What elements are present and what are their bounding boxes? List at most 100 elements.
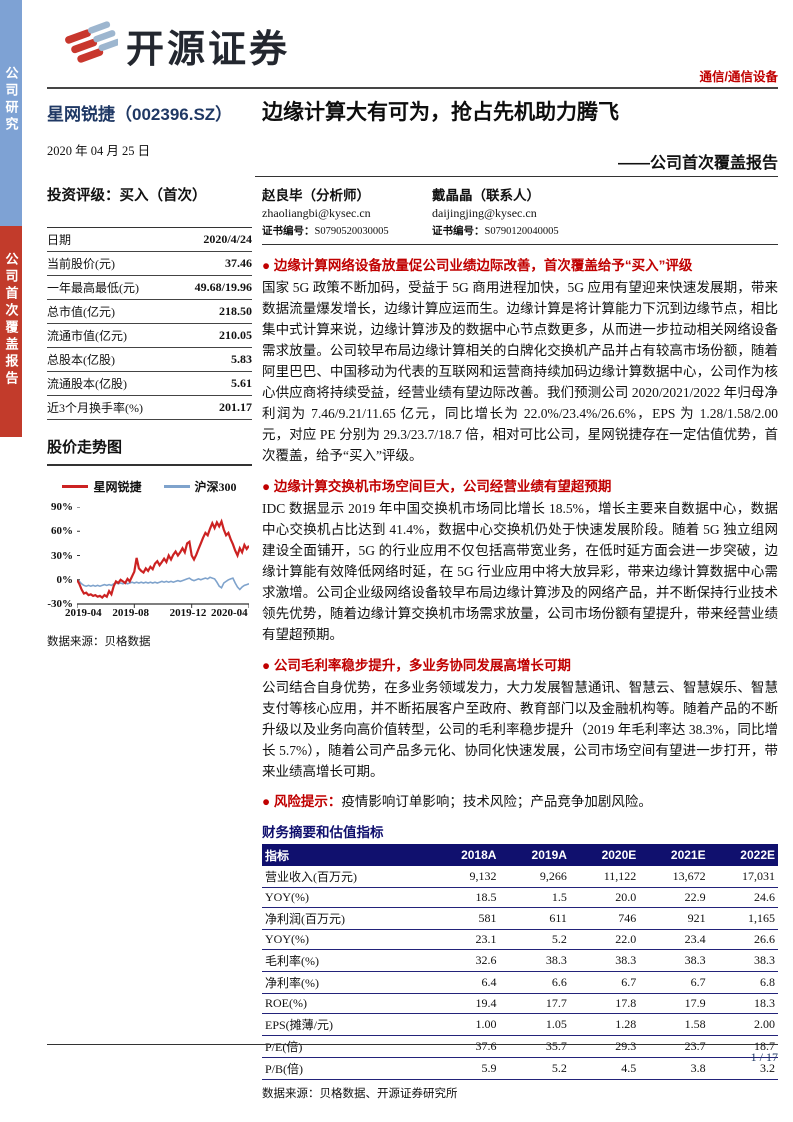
stat-label: 总市值(亿元) xyxy=(47,305,115,319)
fin-col-header: 2018A xyxy=(428,844,500,866)
fin-value: 6.7 xyxy=(639,971,709,994)
financial-summary-title: 财务摘要和估值指标 xyxy=(262,825,384,840)
fin-value: 37.6 xyxy=(428,1035,500,1058)
section-2-body: IDC 数据显示 2019 年中国交换机市场同比增长 18.5%，增长主要来自数… xyxy=(262,501,778,642)
stat-row: 近3个月换手率(%) 201.17 xyxy=(47,396,252,420)
chart-source: 数据来源：贝格数据 xyxy=(47,636,151,648)
fin-value: 6.8 xyxy=(708,971,778,994)
brand-name: 开源证券 xyxy=(126,28,291,71)
section-1-heading: ● 边缘计算网络设备放量促公司业绩边际改善，首次覆盖给予“买入”评级 xyxy=(262,258,693,273)
x-tick-label: 2019-04 xyxy=(65,607,102,619)
fin-value: 6.4 xyxy=(428,971,500,994)
fin-value: 1,165 xyxy=(708,907,778,930)
investment-rating: 投资评级：买入（首次） xyxy=(47,188,207,204)
legend-item-company: 星网锐捷 xyxy=(62,478,142,495)
fin-value: 3.8 xyxy=(639,1057,709,1080)
analyst-cert: 证书编号：S0790520030005 xyxy=(262,223,432,238)
stat-label: 总股本(亿股) xyxy=(47,353,115,367)
fin-value: 1.00 xyxy=(428,1013,500,1036)
x-tick-label: 2019-08 xyxy=(112,607,149,619)
fin-value: 1.05 xyxy=(499,1013,570,1036)
fin-metric: YOY(%) xyxy=(262,929,429,950)
legend-line-red xyxy=(62,485,89,488)
stat-label: 近3个月换手率(%) xyxy=(47,401,143,415)
fin-value: 17.9 xyxy=(639,993,709,1014)
analysts-divider xyxy=(262,244,778,245)
fin-value: 13,672 xyxy=(639,866,709,888)
page-number: 1 / 17 xyxy=(750,1050,778,1064)
stat-value: 218.50 xyxy=(219,304,252,318)
fin-value: 6.7 xyxy=(569,971,640,994)
cert-number: S0790120040005 xyxy=(484,226,559,237)
fin-value: 23.7 xyxy=(639,1035,709,1058)
risk-note: ● 风险提示：疫情影响订单影响；技术风险；产品竞争加剧风险。 xyxy=(262,792,778,812)
fin-row: 营业收入(百万元) 9,132 9,266 11,122 13,672 17,031 xyxy=(262,866,778,888)
fin-value: 38.3 xyxy=(499,949,570,972)
fin-value: 921 xyxy=(639,907,709,930)
fin-value: 611 xyxy=(499,907,570,930)
fin-metric: 营业收入(百万元) xyxy=(262,866,429,888)
stat-row: 总市值(亿元) 218.50 xyxy=(47,300,252,324)
stat-value: 2020/4/24 xyxy=(203,232,252,246)
fin-value: 17,031 xyxy=(708,866,778,888)
y-tick-label: 60% xyxy=(51,525,73,538)
price-chart: 90% 60% 30% 0% -30% 2019-04 2019-08 2019-12 202… xyxy=(47,501,252,623)
section-2-heading: ● 边缘计算交换机市场空间巨大，公司经营业绩有望超预期 xyxy=(262,479,612,494)
fin-col-header: 2019A xyxy=(499,844,570,866)
analysts-block: 赵良毕（分析师） zhaoliangbi@kysec.cn 证书编号：S0790… xyxy=(262,184,778,238)
fin-value: 23.4 xyxy=(639,929,709,950)
chart-title: 股价走势图 xyxy=(47,436,252,466)
report-subtitle: ——公司首次覆盖报告 xyxy=(617,155,778,172)
x-tick-label: 2020-04 xyxy=(211,607,248,619)
y-tick-label: -30% xyxy=(47,598,73,610)
stat-label: 当前股价(元) xyxy=(47,257,115,271)
left-column: 投资评级：买入（首次） 日期 2020/4/24 当前股价(元) 37.46 一年最高最… xyxy=(47,184,252,649)
legend-label-index: 沪深300 xyxy=(194,480,237,494)
fin-value: 35.7 xyxy=(499,1035,570,1058)
stat-label: 一年最高最低(元) xyxy=(47,281,139,295)
fin-value: 17.7 xyxy=(499,993,570,1014)
legend-line-blue xyxy=(163,485,190,488)
fin-value: 5.2 xyxy=(499,1057,570,1080)
fin-metric: EPS(摊薄/元) xyxy=(262,1013,429,1036)
cert-label: 证书编号： xyxy=(432,225,485,237)
fin-value: 3.2 xyxy=(708,1057,778,1080)
fin-metric: P/B(倍) xyxy=(262,1057,429,1080)
fin-metric: 毛利率(%) xyxy=(262,949,429,972)
fin-col-header: 2021E xyxy=(639,844,709,866)
section-3-body: 公司结合自身优势，在多业务领域发力，大力发展智慧通讯、智慧云、智慧娱乐、智慧支付… xyxy=(262,680,778,779)
analyst-name: 戴晶晶（联系人） xyxy=(432,188,540,203)
legend-label-company: 星网锐捷 xyxy=(93,480,142,494)
footer-divider xyxy=(47,1044,778,1045)
y-tick-label: 30% xyxy=(51,549,73,562)
fin-col-header: 2020E xyxy=(569,844,640,866)
financial-table-header: 指标 2018A 2019A 2020E 2021E 2022E xyxy=(262,844,778,866)
key-stats-table: 日期 2020/4/24 当前股价(元) 37.46 一年最高最低(元) 49.68/19… xyxy=(47,227,252,420)
fin-row: P/E(倍) 37.6 35.7 29.3 23.7 18.7 xyxy=(262,1035,778,1058)
fin-value: 38.3 xyxy=(569,949,640,972)
fin-value: 23.1 xyxy=(428,929,500,950)
fin-row: EPS(摊薄/元) 1.00 1.05 1.28 1.58 2.00 xyxy=(262,1013,778,1036)
sidebar-coverage-label: 公司首次覆盖报告 xyxy=(3,252,19,388)
financial-table-source: 数据来源：贝格数据、开源证券研究所 xyxy=(262,1088,458,1100)
fin-value: 5.2 xyxy=(499,929,570,950)
report-date: 2020 年 04 月 25 日 xyxy=(47,144,151,158)
fin-value: 17.8 xyxy=(569,993,640,1014)
fin-metric: ROE(%) xyxy=(262,993,429,1014)
cert-number: S0790520030005 xyxy=(314,226,389,237)
chart-legend: 星网锐捷 沪深300 xyxy=(47,478,252,495)
risk-text: 疫情影响订单影响；技术风险；产品竞争加剧风险。 xyxy=(341,794,652,809)
fin-value: 581 xyxy=(428,907,500,930)
analyst-contact: 戴晶晶（联系人） daijingjing@kysec.cn 证书编号：S0790… xyxy=(432,184,602,238)
fin-row: 净利率(%) 6.4 6.6 6.7 6.7 6.8 xyxy=(262,971,778,994)
stat-row: 当前股价(元) 37.46 xyxy=(47,252,252,276)
fin-value: 2.00 xyxy=(708,1013,778,1036)
sector-label: 通信/通信设备 xyxy=(699,70,778,84)
analyst-email[interactable]: daijingjing@kysec.cn xyxy=(432,206,537,220)
stat-label: 流通股本(亿股) xyxy=(47,377,127,391)
analyst-email[interactable]: zhaoliangbi@kysec.cn xyxy=(262,206,371,220)
stat-value: 49.68/19.96 xyxy=(194,280,252,294)
stat-value: 210.05 xyxy=(219,328,252,342)
fin-metric: P/E(倍) xyxy=(262,1035,429,1058)
